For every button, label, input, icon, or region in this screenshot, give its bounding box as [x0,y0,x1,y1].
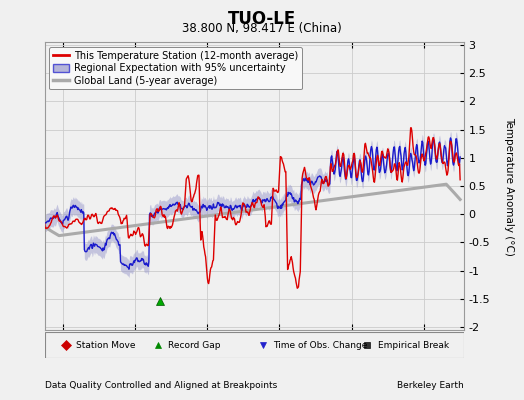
Text: Berkeley Earth: Berkeley Earth [397,381,464,390]
Y-axis label: Temperature Anomaly (°C): Temperature Anomaly (°C) [504,116,514,256]
Text: Data Quality Controlled and Aligned at Breakpoints: Data Quality Controlled and Aligned at B… [45,381,277,390]
Text: Empirical Break: Empirical Break [378,340,449,350]
Text: TUO-LE: TUO-LE [228,10,296,28]
Text: Station Move: Station Move [76,340,136,350]
Text: Time of Obs. Change: Time of Obs. Change [273,340,367,350]
Text: 38.800 N, 98.417 E (China): 38.800 N, 98.417 E (China) [182,22,342,35]
Text: Record Gap: Record Gap [168,340,221,350]
Legend: This Temperature Station (12-month average), Regional Expectation with 95% uncer: This Temperature Station (12-month avera… [49,47,302,90]
